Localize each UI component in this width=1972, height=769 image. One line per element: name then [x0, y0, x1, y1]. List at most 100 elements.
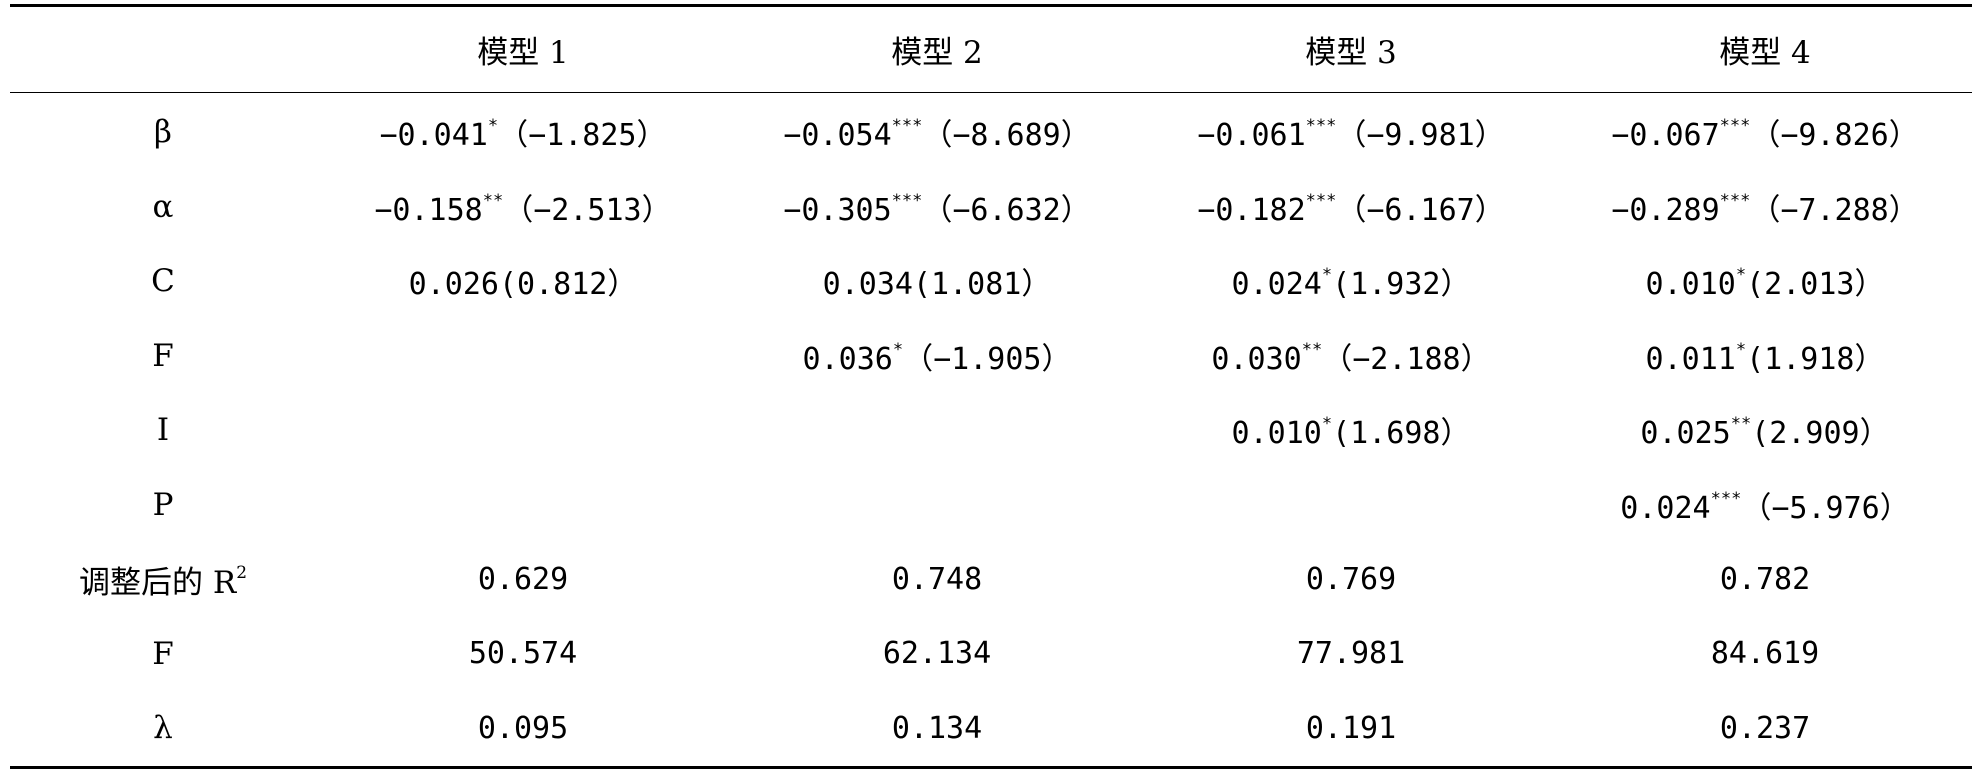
row-label-text: 调整后的 R	[78, 564, 237, 601]
cell-coefficient: 84.619	[1710, 636, 1820, 672]
cell-coefficient: 0.034	[822, 267, 913, 303]
significance-stars: **	[1301, 339, 1323, 360]
header-corner	[10, 7, 316, 92]
cell-coefficient: 0.191	[1305, 710, 1397, 746]
row-label-text: α	[152, 188, 174, 225]
table-row: α −0.158**（−2.513） −0.305***（−6.632） −0.182…	[10, 170, 1972, 245]
header-model-2: 模型 2	[891, 35, 983, 71]
table-cell: 0.030**（−2.188）	[1144, 319, 1558, 394]
table-row: I 0.010*(1.698） 0.025**(2.909）	[10, 393, 1972, 468]
table-row: β −0.041*（−1.825） −0.054***（−8.689） −0.061*…	[10, 93, 1972, 170]
table-row: 调整后的 R2 0.629 0.748 0.769 0.782	[10, 542, 1972, 617]
table-cell: 0.782	[1558, 542, 1972, 617]
table-cell: −0.041*（−1.825）	[316, 93, 730, 170]
cell-coefficient: −0.067	[1611, 118, 1720, 154]
cell-t-statistic: （−6.167）	[1336, 192, 1505, 228]
cell-coefficient: 0.026	[408, 267, 499, 303]
table-cell: −0.289***（−7.288）	[1558, 170, 1972, 245]
cell-coefficient: −0.182	[1197, 192, 1306, 228]
significance-stars: ***	[891, 190, 923, 211]
cell-coefficient: 0.025	[1640, 416, 1731, 452]
row-label-text: P	[152, 486, 174, 523]
cell-coefficient: 0.748	[891, 561, 983, 597]
results-body: β −0.041*（−1.825） −0.054***（−8.689） −0.061*…	[10, 93, 1972, 766]
cell-coefficient: 0.769	[1305, 561, 1397, 597]
table-cell: 0.011*(1.918）	[1558, 319, 1972, 394]
table-cell: 62.134	[730, 617, 1144, 692]
cell-coefficient: 0.237	[1719, 710, 1811, 746]
table-cell: 0.629	[316, 542, 730, 617]
cell-coefficient: 0.011	[1645, 341, 1736, 377]
table-row: F 50.574 62.134 77.981 84.619	[10, 617, 1972, 692]
table-cell: 0.024***（−5.976）	[1558, 468, 1972, 543]
table-cell: 0.010*(2.013）	[1558, 244, 1972, 319]
row-label-text: F	[152, 337, 174, 374]
table-cell: 0.095	[316, 691, 730, 766]
table-cell: −0.067***（−9.826）	[1558, 93, 1972, 170]
cell-t-statistic: （−1.905）	[903, 341, 1072, 377]
cell-coefficient: 0.629	[477, 561, 569, 597]
table-row: P 0.024***（−5.976）	[10, 468, 1972, 543]
cell-coefficient: −0.158	[374, 192, 483, 228]
cell-coefficient: −0.061	[1197, 118, 1306, 154]
cell-coefficient: 0.010	[1645, 267, 1736, 303]
cell-t-statistic: (1.698）	[1332, 416, 1471, 452]
cell-coefficient: 77.981	[1296, 636, 1406, 672]
table-cell: 0.748	[730, 542, 1144, 617]
row-label-text: C	[151, 263, 175, 300]
significance-stars: ***	[1719, 190, 1751, 211]
table-cell: −0.061***（−9.981）	[1144, 93, 1558, 170]
table-cell: −0.158**（−2.513）	[316, 170, 730, 245]
header-model-4: 模型 4	[1719, 35, 1811, 71]
header-row: 模型 1 模型 2 模型 3 模型 4	[10, 7, 1972, 92]
significance-stars: *	[892, 339, 904, 360]
row-label-superscript: 2	[236, 562, 248, 583]
cell-t-statistic: (2.013）	[1746, 267, 1885, 303]
cell-coefficient: 0.024	[1620, 490, 1711, 526]
cell-t-statistic: (2.909）	[1751, 416, 1890, 452]
row-label: λ	[10, 691, 316, 766]
table-cell: 0.034(1.081）	[730, 244, 1144, 319]
significance-stars: **	[1730, 414, 1752, 435]
table-cell: −0.305***（−6.632）	[730, 170, 1144, 245]
cell-t-statistic: （−7.288）	[1750, 192, 1919, 228]
cell-coefficient: 0.782	[1719, 561, 1811, 597]
top-rule	[10, 4, 1972, 7]
table-cell: 0.036*（−1.905）	[730, 319, 1144, 394]
table-cell: 0.024*(1.932）	[1144, 244, 1558, 319]
cell-coefficient: 0.095	[477, 710, 569, 746]
cell-t-statistic: （−2.188）	[1322, 341, 1491, 377]
significance-stars: ***	[1305, 190, 1337, 211]
table-cell: 50.574	[316, 617, 730, 692]
table-cell	[730, 468, 1144, 543]
cell-t-statistic: （−9.981）	[1336, 118, 1505, 154]
table-cell: 0.134	[730, 691, 1144, 766]
table-row: λ 0.095 0.134 0.191 0.237	[10, 691, 1972, 766]
table-cell: 0.010*(1.698）	[1144, 393, 1558, 468]
regression-table: 模型 1 模型 2 模型 3 模型 4 β −0.041*（−1.825） −0.0…	[10, 4, 1972, 769]
table-cell	[730, 393, 1144, 468]
row-label: β	[10, 93, 316, 170]
row-label-text: β	[154, 114, 172, 151]
cell-t-statistic: (1.932）	[1332, 267, 1471, 303]
cell-t-statistic: （−8.689）	[922, 118, 1091, 154]
significance-stars: ***	[1710, 488, 1742, 509]
header-model-3: 模型 3	[1305, 35, 1397, 71]
significance-stars: *	[1735, 339, 1747, 360]
cell-t-statistic: (1.081）	[912, 267, 1052, 303]
cell-coefficient: −0.305	[783, 192, 892, 228]
table-cell	[1144, 468, 1558, 543]
cell-coefficient: −0.289	[1611, 192, 1720, 228]
significance-stars: ***	[1305, 116, 1337, 137]
cell-t-statistic: （−2.513）	[503, 192, 672, 228]
significance-stars: *	[487, 116, 499, 137]
cell-t-statistic: （−1.825）	[498, 118, 667, 154]
cell-coefficient: 0.134	[891, 710, 983, 746]
cell-t-statistic: (0.812）	[498, 267, 638, 303]
cell-coefficient: 0.024	[1231, 267, 1322, 303]
results-table: 模型 1 模型 2 模型 3 模型 4	[10, 7, 1972, 92]
table-cell: 77.981	[1144, 617, 1558, 692]
table-cell: 84.619	[1558, 617, 1972, 692]
header-model-1: 模型 1	[477, 35, 569, 71]
table-cell: 0.026(0.812）	[316, 244, 730, 319]
